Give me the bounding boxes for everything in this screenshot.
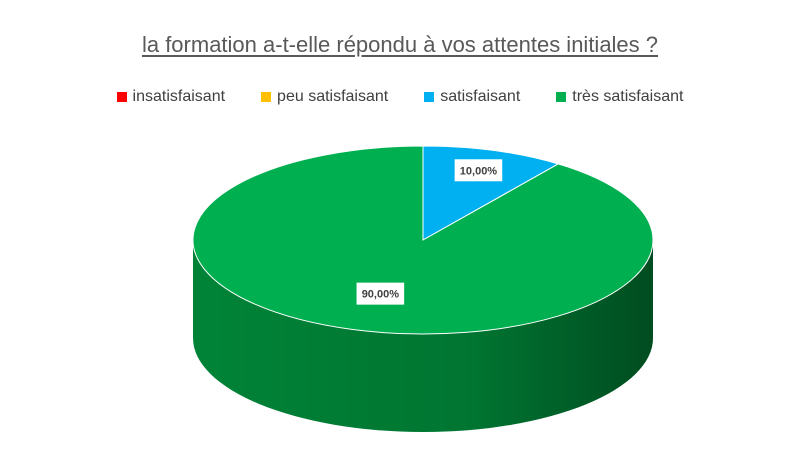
pie-side-walls xyxy=(193,240,653,432)
chart-title: la formation a-t-elle répondu à vos atte… xyxy=(141,32,659,57)
legend-label-satisfaisant: satisfaisant xyxy=(440,88,521,105)
data-label-box-satisfaisant xyxy=(454,159,503,182)
legend-item-peu-satisfaisant: peu satisfaisant xyxy=(261,88,388,106)
data-label-tres-satisfaisant: 90,00% xyxy=(362,289,400,301)
legend-item-insatisfaisant: insatisfaisant xyxy=(116,88,226,106)
legend-label-peu-satisfaisant: peu satisfaisant xyxy=(277,88,389,105)
legend-swatch-insatisfaisant xyxy=(116,92,127,102)
legend-item-satisfaisant: satisfaisant xyxy=(424,88,520,106)
data-label-box-tres-satisfaisant xyxy=(356,282,405,305)
data-label-satisfaisant: 10,00% xyxy=(460,165,498,177)
legend-label-tres-satisfaisant: très satisfaisant xyxy=(572,88,684,105)
pie-slice-tres-satisfaisant xyxy=(192,145,654,335)
legend-label-insatisfaisant: insatisfaisant xyxy=(132,88,226,105)
legend-item-tres-satisfaisant: très satisfaisant xyxy=(556,88,683,106)
pie-side-shade-tres-satisfaisant xyxy=(193,240,653,432)
legend-swatch-peu-satisfaisant xyxy=(261,92,272,102)
pie-data-labels: 10,00% 90,00% xyxy=(356,159,503,305)
legend-swatch-tres-satisfaisant xyxy=(556,92,567,102)
chart-legend: insatisfaisant peu satisfaisant satisfai… xyxy=(0,88,800,106)
legend-swatch-satisfaisant xyxy=(424,92,435,102)
pie-slices xyxy=(192,145,654,335)
